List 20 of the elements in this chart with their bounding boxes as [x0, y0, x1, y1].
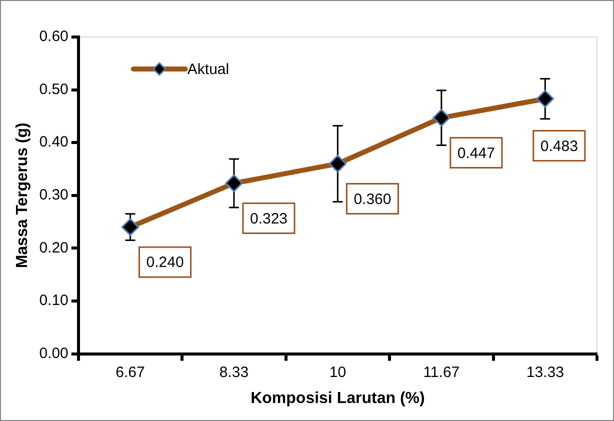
data-label: 0.360 — [354, 190, 392, 208]
x-tick-label: 6.67 — [116, 364, 145, 381]
y-tick-label: 0.60 — [39, 28, 68, 46]
y-axis-title: Massa Tergerus (g) — [14, 122, 32, 268]
x-tick-label: 8.33 — [219, 364, 249, 381]
data-label: 0.447 — [457, 144, 495, 162]
legend-label: Aktual — [187, 61, 230, 78]
x-axis-title: Komposisi Larutan (%) — [250, 390, 425, 407]
y-tick-label: 0.30 — [39, 186, 68, 204]
y-tick-label: 0.40 — [39, 134, 68, 151]
y-tick-label: 0.20 — [39, 239, 68, 256]
x-tick-label: 10 — [329, 364, 346, 381]
data-label: 0.483 — [540, 138, 578, 155]
y-tick-label: 0.50 — [39, 80, 68, 98]
data-label: 0.240 — [146, 254, 184, 272]
y-tick-label: 0.10 — [39, 292, 68, 310]
x-tick-label: 13.33 — [526, 364, 564, 381]
data-label: 0.323 — [250, 210, 288, 228]
y-tick-label: 0.00 — [39, 344, 68, 362]
x-tick-label: 11.67 — [423, 364, 460, 381]
